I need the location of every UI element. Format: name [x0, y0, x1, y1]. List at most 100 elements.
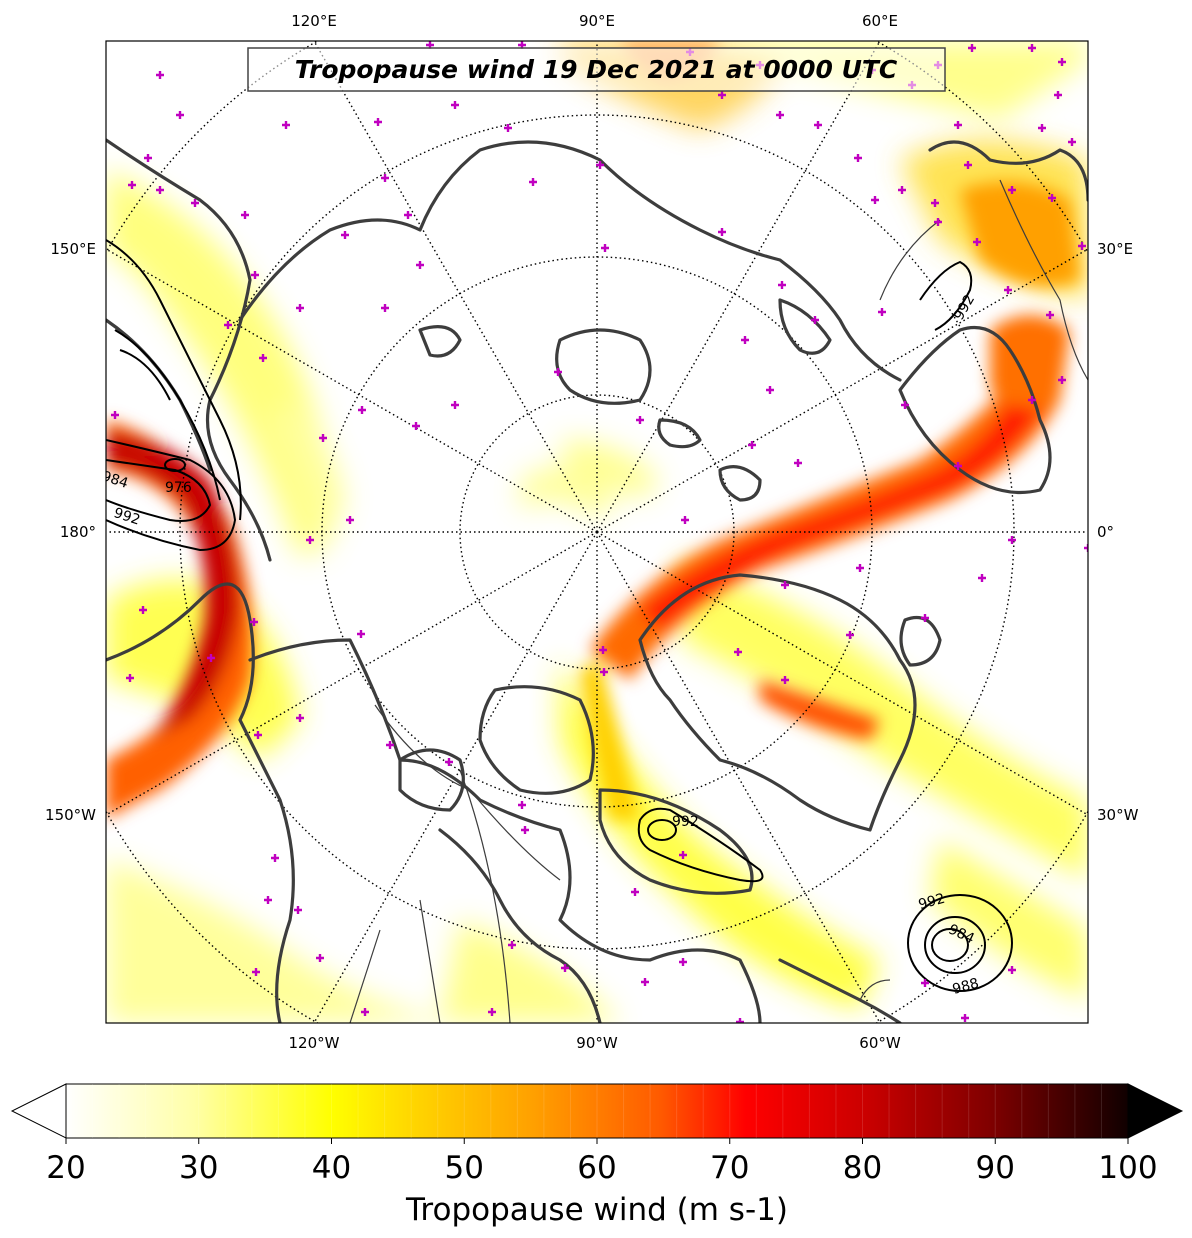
station-marker [741, 336, 749, 344]
colorbar-tick-label: 40 [312, 1150, 351, 1186]
isobar-label: 992 [672, 814, 699, 830]
station-marker [529, 178, 537, 186]
station-marker [1008, 966, 1016, 974]
station-marker [1078, 242, 1086, 250]
lon-label-top: 120°E [291, 12, 337, 30]
station-marker [224, 321, 232, 329]
station-marker [1058, 376, 1066, 384]
station-marker [921, 979, 929, 987]
lon-label-bottom: 120°W [289, 1034, 340, 1052]
station-marker [898, 186, 906, 194]
station-marker [252, 968, 260, 976]
lon-label-top: 90°E [579, 12, 615, 30]
station-marker [1058, 58, 1066, 66]
lon-label-right: 30°W [1097, 806, 1139, 824]
station-marker [901, 401, 909, 409]
colorbar-extend-min [10, 1083, 67, 1139]
svalbard-coast [718, 465, 762, 502]
station-marker [264, 896, 272, 904]
station-marker [1068, 138, 1076, 146]
station-marker [241, 211, 249, 219]
station-marker [878, 308, 886, 316]
colorbar-title: Tropopause wind (m s-1) [405, 1192, 788, 1228]
station-marker [176, 111, 184, 119]
taymyr-coast [555, 328, 652, 405]
station-marker [954, 462, 962, 470]
lon-label-left: 150°E [50, 240, 96, 258]
station-marker [1028, 44, 1036, 52]
station-marker [781, 581, 789, 589]
east-siberia-coast [106, 138, 272, 562]
station-marker [1004, 286, 1012, 294]
station-marker [156, 71, 164, 79]
station-marker [601, 244, 609, 252]
colorbar-ticks: 20 30 40 50 60 70 80 90 100 [46, 1138, 1158, 1186]
station-marker [259, 354, 267, 362]
station-marker [451, 101, 459, 109]
station-marker [600, 668, 608, 676]
station-marker [296, 304, 304, 312]
station-marker [1048, 194, 1056, 202]
station-marker [871, 196, 879, 204]
station-marker [306, 536, 314, 544]
lon-label-top: 60°E [862, 12, 898, 30]
station-marker [250, 618, 258, 626]
station-marker [1046, 311, 1054, 319]
station-marker [978, 574, 986, 582]
low-pressure-baffin-isobar [637, 807, 764, 883]
station-marker [681, 516, 689, 524]
siberia-coast [238, 140, 902, 382]
longitude-labels: 120°E 90°E 60°E 120°W 90°W 60°W 150°E 18… [45, 12, 1139, 1052]
station-marker [358, 406, 366, 414]
lon-label-bottom: 60°W [859, 1034, 901, 1052]
station-marker [412, 422, 420, 430]
station-marker [968, 44, 976, 52]
station-marker [296, 714, 304, 722]
station-marker [504, 124, 512, 132]
station-marker [596, 161, 604, 169]
iceland-coast [899, 615, 942, 667]
station-marker [736, 1018, 744, 1023]
isobar-label: 976 [165, 480, 192, 496]
labrador-coast [778, 958, 902, 1023]
political-borders [349, 179, 1088, 1023]
station-marker [271, 854, 279, 862]
colorbar-tick-label: 60 [577, 1150, 616, 1186]
graticule [106, 41, 1088, 1023]
colorbar-tick-label: 100 [1098, 1150, 1157, 1186]
arctic-archipelago-coast [478, 685, 595, 795]
isobar-label: 992 [917, 891, 947, 913]
station-marker [934, 218, 942, 226]
station-marker [1038, 124, 1046, 132]
station-marker [156, 186, 164, 194]
station-marker [139, 606, 147, 614]
station-marker [734, 648, 742, 656]
station-marker [814, 121, 822, 129]
station-marker [636, 416, 644, 424]
low-pressure-scandinavia-isobar [919, 260, 973, 331]
lon-label-left: 150°W [45, 806, 96, 824]
station-marker [961, 1014, 969, 1022]
station-marker [781, 676, 789, 684]
colorbar-tick-label: 70 [710, 1150, 749, 1186]
map-title: Tropopause wind 19 Dec 2021 at 0000 UTC [295, 55, 898, 84]
colorbar: 20 30 40 50 60 70 80 90 100 Tropopause wind (m s… [10, 1083, 1184, 1228]
lon-label-right: 30°E [1097, 240, 1133, 258]
station-marker [508, 941, 516, 949]
station-marker [319, 434, 327, 442]
station-marker [316, 954, 324, 962]
station-marker [416, 261, 424, 269]
station-marker [282, 121, 290, 129]
colorbar-tick-label: 80 [843, 1150, 882, 1186]
station-marker [641, 978, 649, 986]
station-marker [776, 111, 784, 119]
station-marker [748, 441, 756, 449]
station-marker [361, 1008, 369, 1016]
station-marker [381, 304, 389, 312]
map-frame [105, 40, 1089, 1024]
station-marker [811, 316, 819, 324]
isobar-label: 988 [951, 975, 981, 997]
station-marker [954, 121, 962, 129]
station-marker [518, 801, 526, 809]
